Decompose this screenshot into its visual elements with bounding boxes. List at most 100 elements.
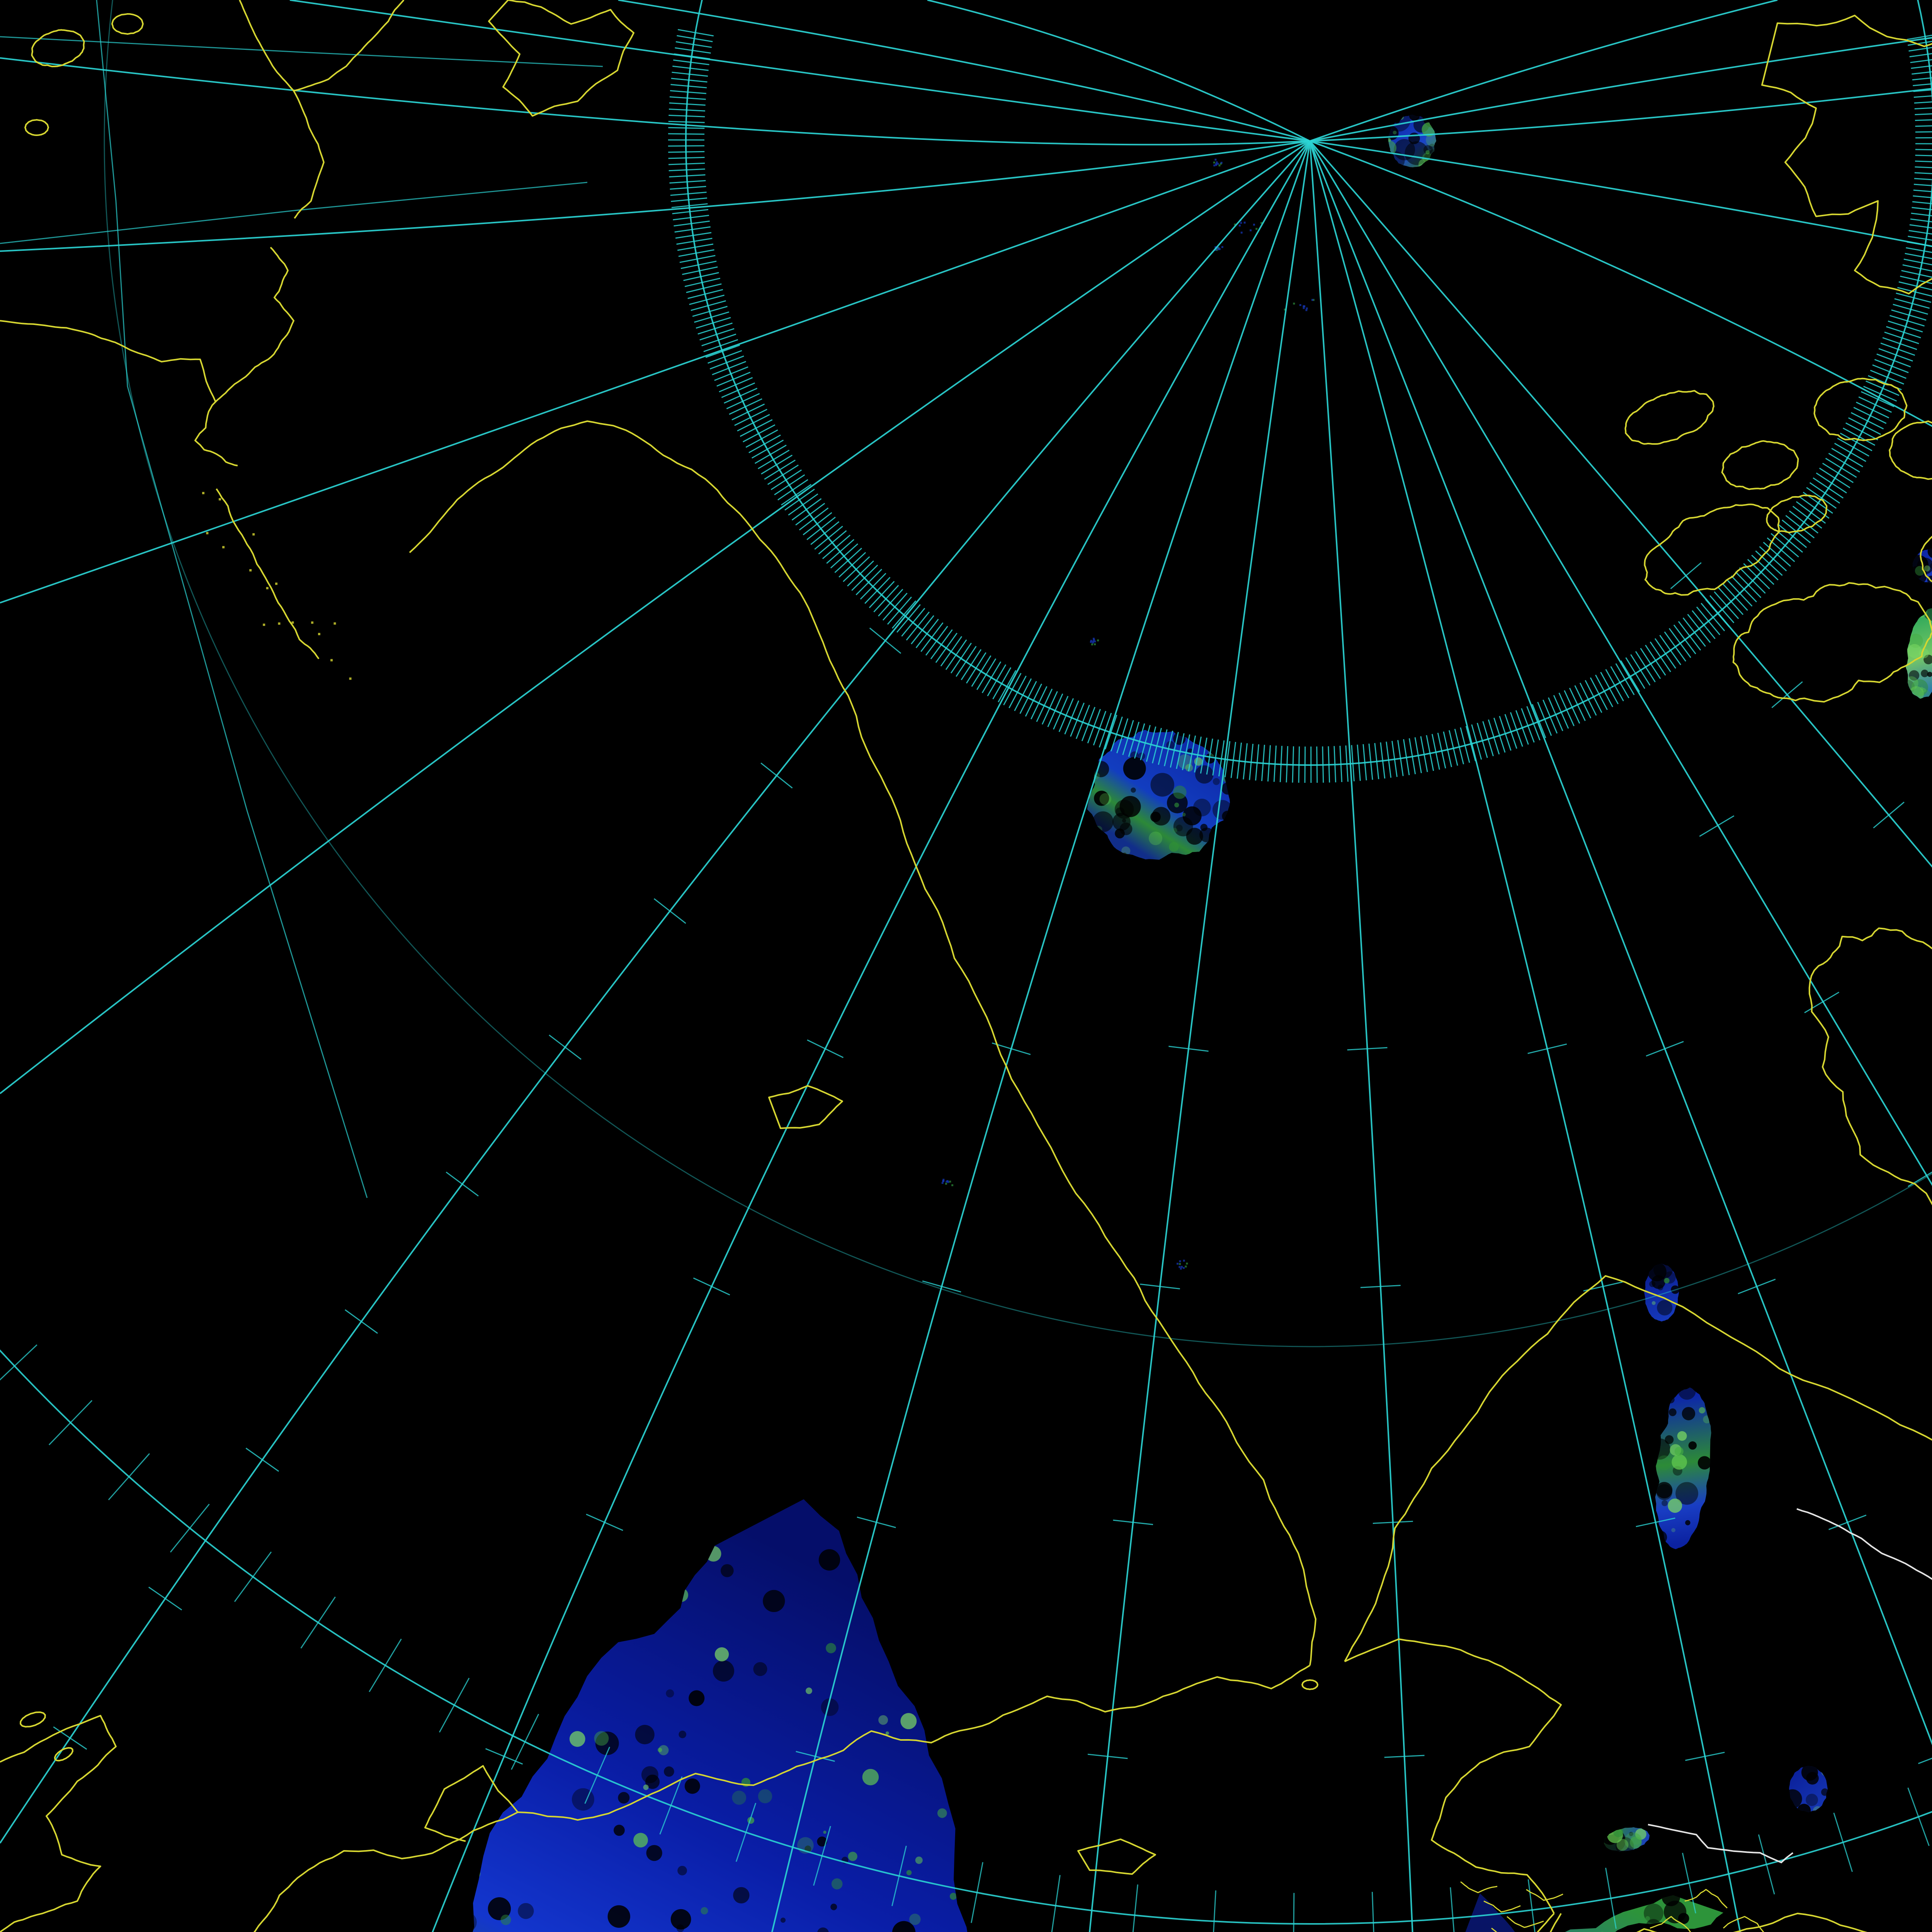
- coast-speckle: [278, 622, 281, 625]
- meridian-110W: [1309, 140, 1932, 868]
- meridian-100W: [1310, 140, 1932, 427]
- latitude-circle-80N: [685, 0, 1932, 766]
- island: [1889, 420, 1932, 480]
- river-delta-squiggle: [1460, 1881, 1498, 1893]
- data-speckle: [1311, 299, 1313, 301]
- data-speckle: [1215, 163, 1218, 165]
- data-speckle: [1182, 1267, 1185, 1269]
- data-speckle: [1218, 248, 1221, 250]
- data-speckle: [1253, 223, 1255, 226]
- data-speckle: [1243, 221, 1246, 224]
- data-speckle: [1240, 231, 1243, 234]
- data-speckle: [1303, 305, 1306, 308]
- graticule-arc: [0, 182, 588, 244]
- island: [1920, 536, 1932, 583]
- meridian-160W: [1088, 141, 1311, 1932]
- island: [1766, 494, 1828, 534]
- data-speckle: [949, 1180, 951, 1183]
- meridian-130W: [1309, 141, 1932, 1745]
- sound-squiggle: [1723, 1916, 1764, 1932]
- data-speckle: [1092, 640, 1095, 643]
- coast-speckle: [206, 532, 209, 534]
- data-speckle: [1090, 641, 1092, 643]
- data-speckle: [946, 1180, 948, 1183]
- data-speckle: [1216, 249, 1218, 251]
- coast-speckle: [202, 492, 205, 495]
- data-speckle: [1284, 308, 1286, 311]
- coast-speckle: [263, 623, 265, 626]
- coast-speckle: [349, 677, 352, 680]
- island: [31, 29, 85, 68]
- river-delta-squiggle: [1507, 1916, 1544, 1928]
- meridian-60W: [1310, 0, 1778, 142]
- data-speckle: [1179, 1266, 1181, 1268]
- river-delta-squiggle: [1526, 1889, 1563, 1901]
- data-speckle: [1214, 249, 1217, 251]
- data-speckle: [1305, 309, 1308, 311]
- data-speckle: [1234, 223, 1236, 226]
- island: [1644, 503, 1780, 596]
- data-speckle: [941, 1182, 944, 1184]
- island: [1808, 927, 1932, 1206]
- coast-speckle: [311, 621, 314, 624]
- data-speckle: [1218, 248, 1220, 250]
- island: [1813, 378, 1908, 441]
- data-speckle: [1215, 164, 1217, 166]
- data-speckle: [1312, 299, 1315, 301]
- data-speckle: [1176, 1263, 1179, 1265]
- data-speckle: [1217, 163, 1219, 165]
- data-speckle: [1306, 307, 1308, 310]
- data-speckle: [1238, 224, 1241, 227]
- data-speckle: [1183, 1260, 1185, 1262]
- meridian-70W: [1310, 37, 1932, 142]
- data-speckle: [1094, 640, 1096, 643]
- data-speckle: [1179, 1260, 1181, 1262]
- meridian-140W: [1309, 141, 1741, 1932]
- data-speckle: [1097, 639, 1099, 641]
- data-speckle: [946, 1180, 949, 1182]
- data-speckle: [942, 1179, 945, 1181]
- meridian-180: [432, 141, 1311, 1932]
- data-speckle: [1293, 303, 1295, 305]
- meridian-150E: [0, 140, 1310, 604]
- data-speckle: [1240, 222, 1242, 224]
- data-speckle: [1093, 639, 1095, 641]
- coast-speckle: [266, 587, 269, 590]
- coast-speckle: [333, 622, 336, 625]
- coast-gulf-coast: [1636, 1913, 1868, 1932]
- data-speckle: [1213, 162, 1215, 164]
- data-speckle: [1094, 643, 1096, 645]
- data-speckle: [1092, 641, 1094, 644]
- meridian-170W: [771, 141, 1311, 1932]
- island: [1301, 1679, 1318, 1690]
- coast-siberia-top-landmass-east: [488, 0, 634, 117]
- coast-speckle: [249, 569, 252, 571]
- island: [1624, 390, 1715, 445]
- coast-siberia-top-spit: [293, 90, 325, 219]
- data-speckle: [1185, 1265, 1187, 1268]
- data-blob-cook-inlet-fill: [1465, 1893, 1515, 1932]
- data-speckle: [1250, 229, 1252, 231]
- coast-speckle: [252, 533, 255, 536]
- meridian-80W: [1310, 88, 1932, 142]
- data-speckle: [1180, 1265, 1183, 1268]
- data-speckle: [947, 1181, 949, 1183]
- data-speckle: [945, 1183, 947, 1185]
- coast-speckle: [275, 582, 278, 585]
- coast-speckle: [222, 546, 225, 549]
- coast-anadyr-gulf-south: [0, 1715, 117, 1932]
- data-speckle: [1090, 639, 1092, 642]
- meridian-110E: [618, 0, 1310, 142]
- data-speckle: [1216, 161, 1218, 163]
- coast-speckle: [219, 498, 221, 501]
- data-speckle: [1299, 304, 1301, 306]
- island: [1721, 440, 1799, 490]
- coast-siberia-top-landmass-west: [239, 0, 405, 92]
- island: [54, 1747, 74, 1762]
- meridian-130E: [0, 57, 1310, 146]
- coast-wrangel-island: [768, 1085, 843, 1129]
- coast-speckle: [291, 621, 294, 624]
- meridian-90W: [1310, 140, 1932, 247]
